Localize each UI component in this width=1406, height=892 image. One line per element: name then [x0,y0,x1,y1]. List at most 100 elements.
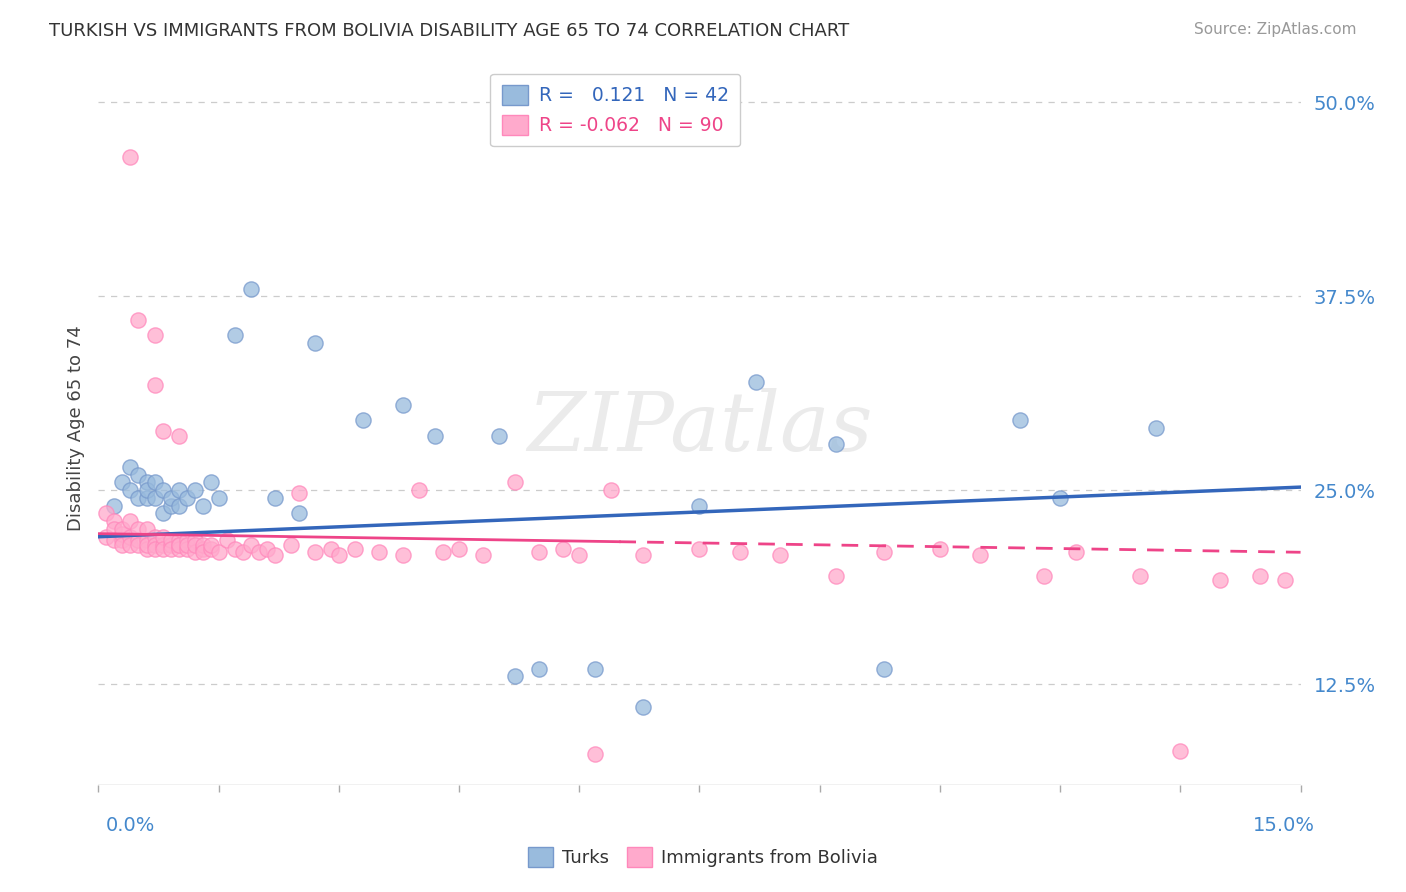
Point [224,328,246,343]
Point [152,530,174,544]
Legend: Turks, Immigrants from Bolivia: Turks, Immigrants from Bolivia [520,839,886,874]
Point [824,436,846,450]
Point [1170,744,1192,758]
Point [472,549,495,563]
Point [96,507,118,521]
Text: TURKISH VS IMMIGRANTS FROM BOLIVIA DISABILITY AGE 65 TO 74 CORRELATION CHART: TURKISH VS IMMIGRANTS FROM BOLIVIA DISAB… [49,22,849,40]
Point [247,545,270,559]
Point [423,429,446,443]
Y-axis label: Disability Age 65 to 74: Disability Age 65 to 74 [66,326,84,531]
Point [503,669,526,683]
Point [633,549,655,563]
Point [159,537,181,551]
Point [1144,421,1167,435]
Point [120,530,142,544]
Point [120,514,142,528]
Text: 0.0%: 0.0% [105,816,155,835]
Point [167,499,190,513]
Point [288,507,311,521]
Point [128,312,150,326]
Point [143,475,166,490]
Point [824,568,846,582]
Point [111,533,134,547]
Point [583,747,606,761]
Point [183,537,205,551]
Point [600,483,623,498]
Point [111,475,134,490]
Point [343,542,366,557]
Point [176,542,198,557]
Point [111,522,134,536]
Point [304,545,326,559]
Point [239,281,262,295]
Point [128,533,150,547]
Point [143,530,166,544]
Point [103,522,125,536]
Point [191,545,214,559]
Point [120,537,142,551]
Point [408,483,430,498]
Point [143,328,166,343]
Point [167,533,190,547]
Point [208,545,231,559]
Point [1209,573,1232,587]
Point [159,533,181,547]
Point [152,542,174,557]
Point [368,545,391,559]
Point [239,537,262,551]
Point [159,542,181,557]
Point [111,526,134,541]
Point [135,533,157,547]
Point [159,499,181,513]
Point [1274,573,1296,587]
Point [224,542,246,557]
Point [583,662,606,676]
Point [103,499,125,513]
Point [135,542,157,557]
Point [143,491,166,505]
Point [319,542,342,557]
Point [96,530,118,544]
Point [103,533,125,547]
Point [288,486,311,500]
Text: 15.0%: 15.0% [1253,816,1315,835]
Point [1129,568,1152,582]
Point [328,549,350,563]
Point [503,475,526,490]
Point [183,483,205,498]
Point [208,491,231,505]
Point [176,533,198,547]
Point [529,662,551,676]
Point [1010,413,1032,427]
Point [152,507,174,521]
Point [128,491,150,505]
Point [873,545,896,559]
Point [167,483,190,498]
Point [135,475,157,490]
Point [200,542,222,557]
Point [183,545,205,559]
Point [728,545,751,559]
Point [167,429,190,443]
Point [488,429,510,443]
Point [176,491,198,505]
Point [128,537,150,551]
Point [111,537,134,551]
Point [167,542,190,557]
Point [969,549,991,563]
Point [744,375,766,389]
Point [263,491,285,505]
Point [215,533,238,547]
Legend: R =   0.121   N = 42, R = -0.062   N = 90: R = 0.121 N = 42, R = -0.062 N = 90 [491,74,741,146]
Point [688,542,710,557]
Point [200,475,222,490]
Point [304,335,326,350]
Point [263,549,285,563]
Point [143,537,166,551]
Point [159,491,181,505]
Point [120,459,142,474]
Point [191,542,214,557]
Point [135,491,157,505]
Point [232,545,254,559]
Point [128,522,150,536]
